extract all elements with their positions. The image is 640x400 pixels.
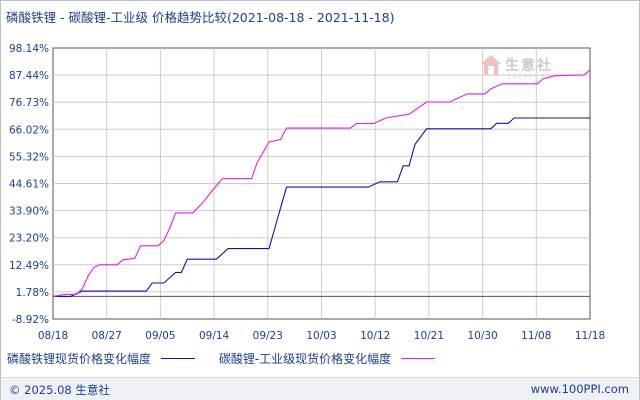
y-tick-label: 87.44% xyxy=(9,70,49,82)
x-tick-label: 10/30 xyxy=(467,330,497,341)
line-chart: 98.14% 87.44% 76.73% 66.02% 55.32% 44.61% 33.9… xyxy=(9,43,605,341)
copyright-text: © 2025.08 生意社 xyxy=(9,383,110,397)
y-tick-label: 1.78% xyxy=(16,287,49,299)
watermark-logo: 生意社 100PPI.COM xyxy=(479,53,559,81)
y-tick-label: 12.49% xyxy=(9,260,49,272)
x-tick-label: 10/21 xyxy=(414,330,444,341)
y-tick-label: -8.92% xyxy=(12,314,49,326)
chart-title: 磷酸铁锂 - 碳酸锂-工业级 价格趋势比较(2021-08-18 - 2021-… xyxy=(6,10,395,25)
x-tick-label: 08/18 xyxy=(38,330,68,341)
y-tick-label: 66.02% xyxy=(9,124,49,136)
house-logo-icon xyxy=(481,55,501,75)
series-line-2 xyxy=(52,69,591,297)
x-tick-label: 09/05 xyxy=(145,330,175,341)
x-tick-label: 11/18 xyxy=(575,330,605,341)
x-axis-labels: 08/18 08/27 09/05 09/14 09/23 10/03 10/12 10/21… xyxy=(38,330,605,341)
legend-label-series2: 碳酸锂-工业级现货价格变化幅度 xyxy=(218,352,392,366)
x-tick-label: 10/12 xyxy=(360,330,390,341)
y-tick-label: 98.14% xyxy=(9,43,49,55)
x-tick-label: 11/08 xyxy=(521,330,551,341)
y-axis-labels: 98.14% 87.44% 76.73% 66.02% 55.32% 44.61% 33.9… xyxy=(9,43,49,326)
series-line-1 xyxy=(53,117,590,297)
legend-label-series1: 磷酸铁锂现货价格变化幅度 xyxy=(7,352,152,366)
legend-item-series1: 磷酸铁锂现货价格变化幅度 xyxy=(7,350,196,367)
x-tick-label: 08/27 xyxy=(92,330,122,341)
y-tick-label: 76.73% xyxy=(9,97,49,109)
legend-swatch-series1 xyxy=(161,358,196,359)
legend-item-series2: 碳酸锂-工业级现货价格变化幅度 xyxy=(218,350,436,367)
x-tick-label: 10/03 xyxy=(306,330,336,341)
y-tick-label: 44.61% xyxy=(9,179,49,191)
x-tick-label: 09/14 xyxy=(199,330,230,341)
chart-grid xyxy=(52,47,591,320)
series-lines xyxy=(52,69,591,297)
y-tick-label: 23.20% xyxy=(9,233,49,245)
logo-subtext: 100PPI.COM xyxy=(507,73,560,81)
y-tick-label: 33.90% xyxy=(9,206,49,218)
legend-swatch-series2 xyxy=(401,358,436,359)
site-link[interactable]: www.100PPI.com xyxy=(530,382,629,396)
footer: © 2025.08 生意社 www.100PPI.com xyxy=(1,377,639,400)
logo-text: 生意社 xyxy=(505,58,553,74)
y-tick-label: 55.32% xyxy=(9,151,49,163)
legend: 磷酸铁锂现货价格变化幅度 碳酸锂-工业级现货价格变化幅度 xyxy=(7,350,455,367)
x-tick-label: 09/23 xyxy=(253,330,283,341)
